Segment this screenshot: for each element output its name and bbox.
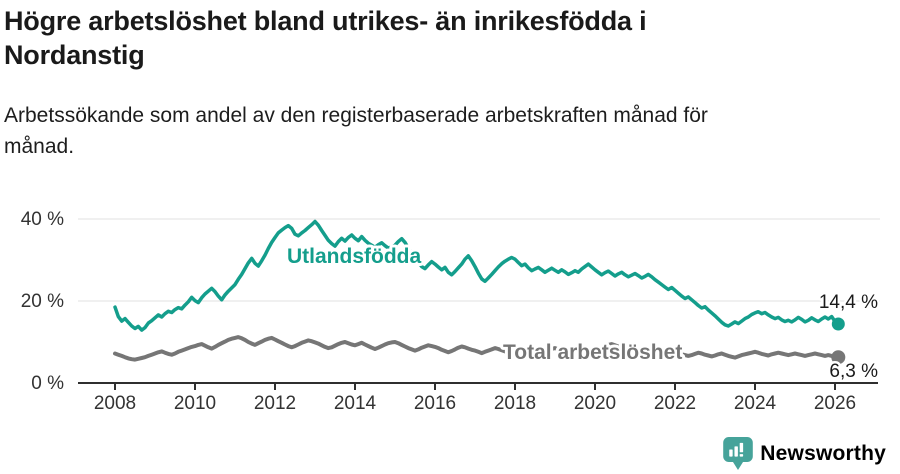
end-value-label-utlandsfodda: 14,4 % xyxy=(819,292,878,313)
chart-subtitle-line-2: månad. xyxy=(4,135,75,158)
x-axis-label-2016: 2016 xyxy=(414,393,456,414)
chart-title-line-2: Nordanstig xyxy=(4,40,145,70)
series-end-dot-total xyxy=(831,350,846,365)
end-value-label-total: 6,3 % xyxy=(829,361,878,382)
x-axis-label-2024: 2024 xyxy=(734,393,777,414)
chart-subtitle: Arbetssökande som andel av den registerb… xyxy=(4,100,894,162)
series-label-utlandsfodda: Utlandsfödda xyxy=(287,245,421,268)
newsworthy-logo-icon xyxy=(723,437,754,470)
x-axis-label-2010: 2010 xyxy=(174,393,216,414)
series-label-total: Total arbetslöshet xyxy=(503,341,682,364)
x-axis-label-2012: 2012 xyxy=(254,393,296,414)
x-axis-label-2014: 2014 xyxy=(334,393,377,414)
x-axis-label-2020: 2020 xyxy=(574,393,616,414)
newsworthy-logo[interactable]: Newsworthy xyxy=(723,437,886,470)
chart-subtitle-line-1: Arbetssökande som andel av den registerb… xyxy=(4,104,708,127)
y-axis-label-0: 0 % xyxy=(31,373,64,394)
x-axis-label-2022: 2022 xyxy=(654,393,696,414)
series-end-dot-utlandsfodda xyxy=(831,317,845,331)
chart-title-line-1: Högre arbetslöshet bland utrikes- än inr… xyxy=(4,6,647,36)
x-axis-label-2026: 2026 xyxy=(814,393,856,414)
y-axis-label-20: 20 % xyxy=(21,291,64,312)
series-line-utlandsfodda xyxy=(113,219,841,332)
x-axis-label-2018: 2018 xyxy=(494,393,536,414)
y-axis-label-40: 40 % xyxy=(21,209,64,230)
x-axis-label-2008: 2008 xyxy=(94,393,136,414)
series-line-total xyxy=(113,335,841,362)
chart-title: Högre arbetslöshet bland utrikes- än inr… xyxy=(4,4,894,72)
newsworthy-logo-text: Newsworthy xyxy=(760,441,886,465)
